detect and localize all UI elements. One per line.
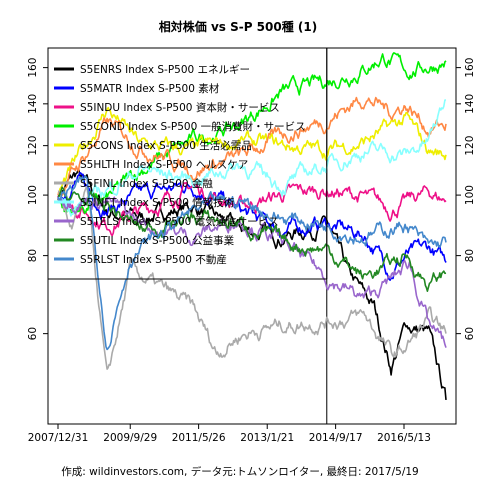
chart-title: 相対株価 vs S-P 500種 (1) xyxy=(159,19,317,34)
y-tick-label-left-60: 60 xyxy=(27,327,39,340)
legend-label-4: S5COND Index S-P500 一般消費財・サービス xyxy=(80,120,306,133)
legend: S5ENRS Index S-P500 エネルギー S5MATR Index S-… xyxy=(48,48,328,280)
legend-label-3: S5INDU Index S-P500 資本財・サービス xyxy=(80,101,280,114)
legend-label-6: S5HLTH Index S-P500 ヘルスケア xyxy=(80,159,248,171)
y-tick-label-left-100: 100 xyxy=(27,185,39,205)
series-line-5 xyxy=(57,106,447,194)
y-tick-label-left-120: 120 xyxy=(27,136,39,156)
y-tick-label-left-80: 80 xyxy=(27,249,39,262)
plot-frame xyxy=(47,47,457,425)
y-tick-label-right-80: 80 xyxy=(464,249,476,262)
x-tick-label-2: 2009/9/29 xyxy=(103,432,157,444)
series-line-4 xyxy=(57,52,447,216)
series-line-6 xyxy=(57,96,447,198)
y-tick-label-right-160: 160 xyxy=(464,58,476,78)
legend-label-5: S5CONS Index S-P500 生活必需品 xyxy=(80,139,252,152)
y-tick-label-left-160: 160 xyxy=(27,58,39,78)
legend-label-11: S5RLST Index S-P500 不動産 xyxy=(80,253,227,266)
legend-label-7: S5FINL Index S-P500 金融 xyxy=(80,177,213,190)
legend-label-10: S5UTIL Index S-P500 公益事業 xyxy=(80,234,235,247)
y-tick-label-left-140: 140 xyxy=(27,94,39,114)
y-tick-label-right-100: 100 xyxy=(464,185,476,205)
x-tick-label-1: 2007/12/31 xyxy=(28,432,89,444)
axes: 60 60 80 80 100 100 120 120 140 140 160 160 2007/12/… xyxy=(27,58,476,444)
y-tick-label-right-120: 120 xyxy=(464,136,476,156)
chart-caption: 作成: wildinvestors.com, データ元:トムソンロイター, 最終… xyxy=(61,465,418,478)
x-tick-label-5: 2014/9/17 xyxy=(309,432,363,444)
y-tick-label-right-60: 60 xyxy=(464,327,476,340)
x-tick-label-6: 2016/5/13 xyxy=(377,432,431,444)
series-line-11 xyxy=(57,175,447,351)
series-layer xyxy=(57,52,447,400)
legend-label-1: S5ENRS Index S-P500 エネルギー xyxy=(80,64,250,76)
legend-label-8: S5INFT Index S-P500 情報技術 xyxy=(80,196,235,209)
series-line-10 xyxy=(57,186,447,292)
y-tick-label-right-140: 140 xyxy=(464,94,476,114)
x-tick-label-4: 2013/1/21 xyxy=(240,432,294,444)
x-tick-label-3: 2011/5/26 xyxy=(172,432,226,444)
series-line-7 xyxy=(57,186,447,370)
legend-label-9: S5TELS Index S-P500 電気通信サービス xyxy=(80,215,279,228)
series-line-9 xyxy=(57,195,447,348)
series-line-8 xyxy=(57,99,447,217)
legend-label-2: S5MATR Index S-P500 素材 xyxy=(80,82,220,95)
